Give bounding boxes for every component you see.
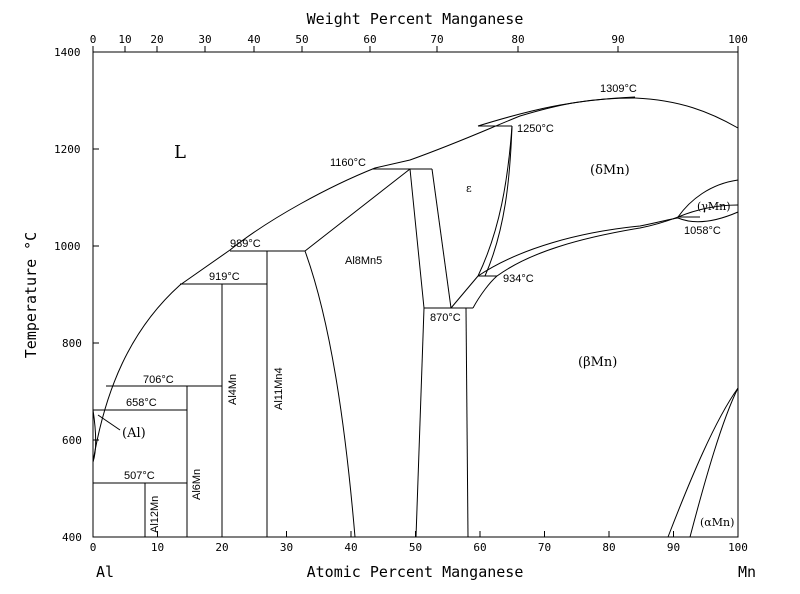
top-tick-labels: 0 10 20 30 40 50 60 70 80 90 100 — [90, 33, 748, 46]
phase-al12mn: Al12Mn — [149, 496, 161, 533]
x-tick-60: 60 — [473, 541, 486, 554]
phase-alpha-mn: (αMn) — [700, 516, 734, 529]
temp-919: 919°C — [209, 271, 240, 283]
top-tick-10: 10 — [118, 33, 131, 46]
phase-liquid: L — [174, 142, 186, 163]
x-tick-20: 20 — [215, 541, 228, 554]
x-tick-30: 30 — [280, 541, 293, 554]
bottom-axis-ticks — [92, 531, 739, 537]
y-axis-title: Temperature °C — [22, 232, 40, 358]
top-tick-0: 0 — [90, 33, 97, 46]
phase-al: (Al) — [122, 426, 146, 441]
y-tick-800: 800 — [62, 337, 82, 350]
phase-al11mn4: Al11Mn4 — [273, 367, 285, 410]
x-tick-80: 80 — [602, 541, 615, 554]
top-tick-100: 100 — [728, 33, 748, 46]
phase-beta-mn: (βMn) — [578, 355, 617, 370]
y-tick-labels: 1400 1200 1000 800 600 400 — [54, 46, 82, 544]
top-tick-50: 50 — [295, 33, 308, 46]
temp-706: 706°C — [143, 374, 174, 386]
x-tick-10: 10 — [151, 541, 164, 554]
x-tick-40: 40 — [344, 541, 357, 554]
temp-507: 507°C — [124, 470, 155, 482]
top-tick-70: 70 — [430, 33, 443, 46]
plot-frame — [92, 51, 739, 538]
temp-934: 934°C — [503, 273, 534, 285]
phase-gamma-mn: (γMn) — [697, 200, 731, 213]
temp-989: 989°C — [230, 238, 261, 250]
y-tick-1000: 1000 — [54, 240, 81, 253]
y-tick-600: 600 — [62, 434, 82, 447]
top-tick-80: 80 — [511, 33, 524, 46]
x-tick-100: 100 — [728, 541, 748, 554]
phase-epsilon: ε — [466, 182, 472, 195]
top-tick-30: 30 — [198, 33, 211, 46]
x-tick-70: 70 — [538, 541, 551, 554]
left-axis-ticks — [93, 51, 99, 538]
temp-1309: 1309°C — [600, 83, 637, 95]
phase-al4mn: Al4Mn — [227, 374, 239, 405]
temp-1160: 1160°C — [330, 157, 366, 169]
temp-1250: 1250°C — [517, 123, 554, 135]
x-tick-labels: 0 10 20 30 40 50 60 70 80 90 100 — [90, 541, 748, 554]
x-tick-50: 50 — [409, 541, 422, 554]
y-tick-1200: 1200 — [54, 143, 81, 156]
right-element-label: Mn — [738, 563, 756, 581]
temp-1058: 1058°C — [684, 225, 721, 237]
x-tick-90: 90 — [667, 541, 680, 554]
phase-boundaries — [92, 96, 739, 538]
y-tick-1400: 1400 — [54, 46, 81, 59]
temp-658: 658°C — [126, 397, 157, 409]
phase-delta-mn: (δMn) — [590, 163, 630, 178]
top-axis-ticks — [92, 46, 739, 52]
top-tick-20: 20 — [150, 33, 163, 46]
phase-al6mn: Al6Mn — [191, 469, 203, 500]
y-tick-400: 400 — [62, 531, 82, 544]
top-axis-title: Weight Percent Manganese — [307, 10, 524, 28]
top-tick-40: 40 — [247, 33, 260, 46]
temp-870: 870°C — [430, 312, 461, 324]
top-tick-90: 90 — [611, 33, 624, 46]
top-tick-60: 60 — [363, 33, 376, 46]
phase-al8mn5: Al8Mn5 — [345, 255, 382, 267]
bottom-axis-title: Atomic Percent Manganese — [307, 563, 524, 581]
left-element-label: Al — [96, 563, 114, 581]
x-tick-0: 0 — [90, 541, 97, 554]
